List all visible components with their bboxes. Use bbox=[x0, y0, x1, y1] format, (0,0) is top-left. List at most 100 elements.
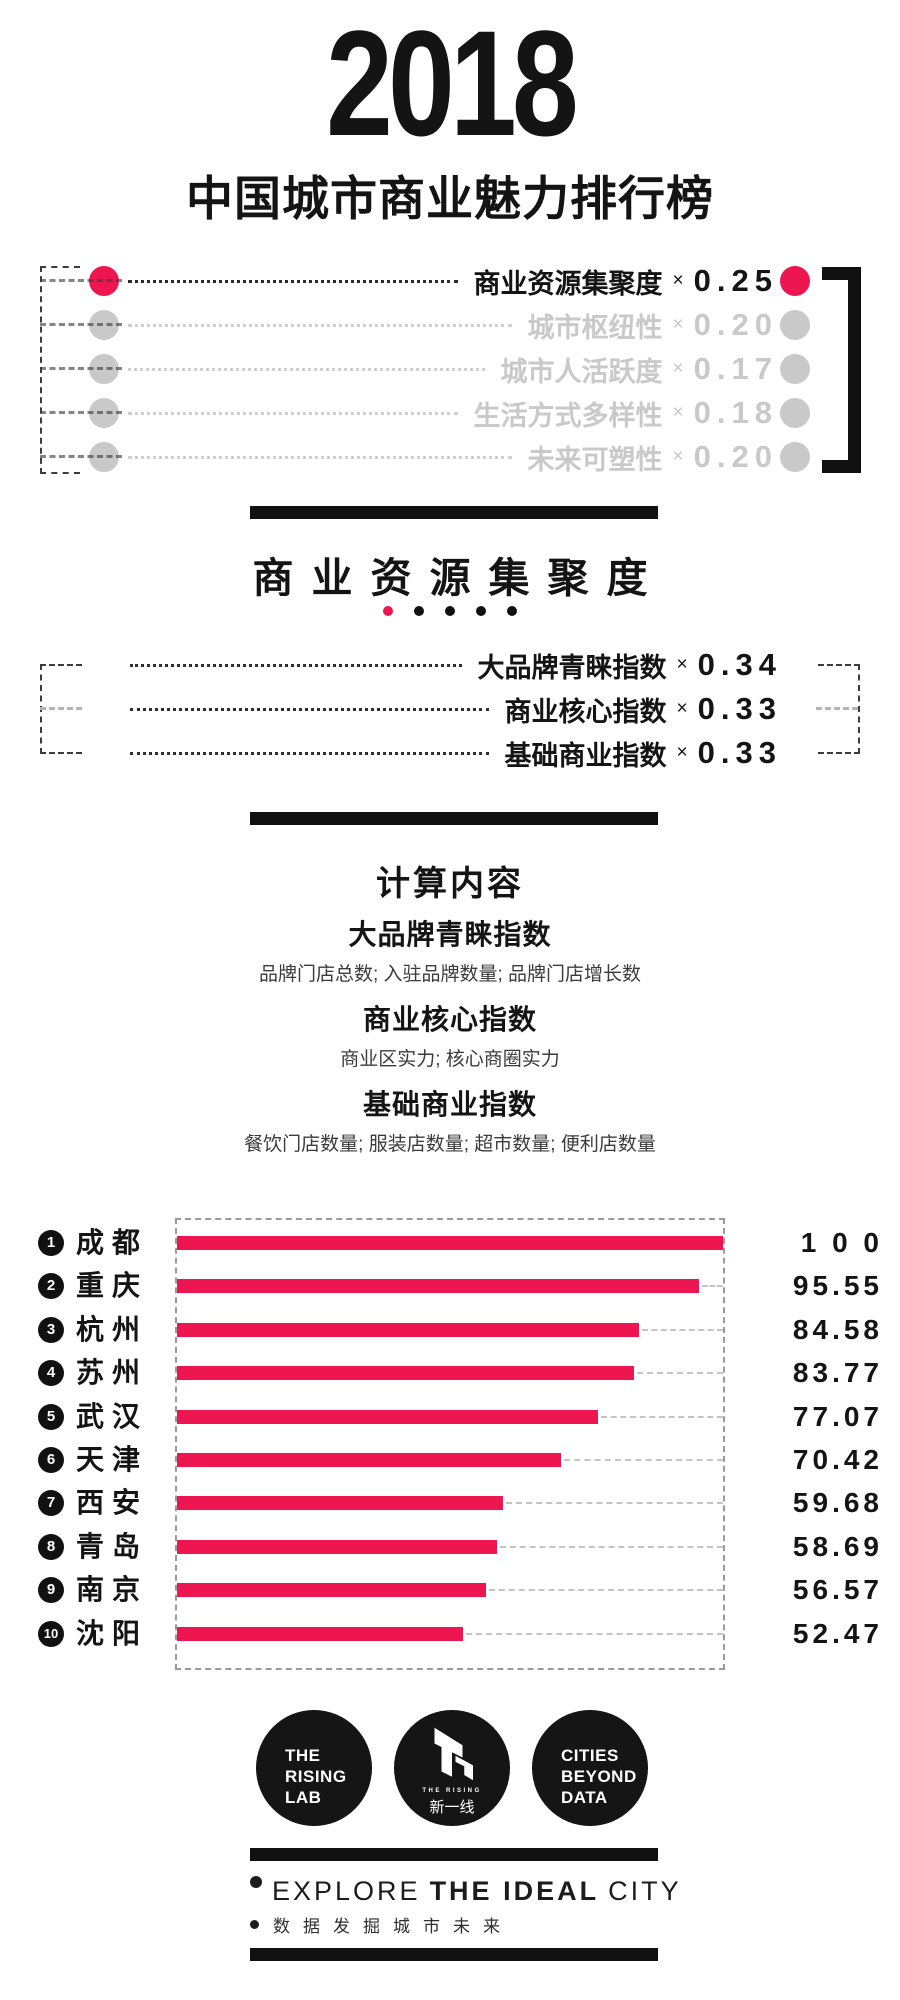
dash-connector bbox=[40, 367, 122, 370]
section-divider-bottom bbox=[250, 812, 658, 825]
dash-connector bbox=[40, 323, 122, 326]
calc-group-name: 商业核心指数 bbox=[362, 1004, 537, 1035]
value-label: 77.07 bbox=[792, 1400, 883, 1432]
calc-group-desc: 餐饮门店数量; 服装店数量; 超市数量; 便利店数量 bbox=[244, 1134, 656, 1155]
page-dot[interactable] bbox=[414, 606, 424, 616]
page-dot[interactable] bbox=[383, 606, 393, 616]
value-bar bbox=[177, 1539, 497, 1554]
subindex-right-dashed-bracket bbox=[818, 664, 860, 754]
city-label: 苏州 bbox=[76, 1357, 149, 1389]
city-label: 沈阳 bbox=[76, 1617, 149, 1649]
chart-row: 4 苏州 83.77 bbox=[0, 1358, 900, 1388]
multiply-sign: × bbox=[672, 446, 684, 467]
cities-beyond-data-text: CITIES BEYOND DATA bbox=[532, 1710, 648, 1808]
weight-label: 生活方式多样性 bbox=[473, 400, 663, 431]
dotted-leader bbox=[130, 707, 489, 711]
dash-connector bbox=[40, 411, 122, 414]
legend-dot-icon bbox=[780, 310, 810, 340]
footer-slogan-cn: 数据发掘城市未来 bbox=[250, 1912, 513, 1936]
chart-row: 3 杭州 84.58 bbox=[0, 1313, 900, 1345]
footer-slogan-en: EXPLORE THE IDEAL CITY bbox=[250, 1874, 682, 1908]
chart-row: 9 南京 56.57 bbox=[0, 1575, 900, 1605]
value-bar bbox=[177, 1453, 561, 1467]
logo-line: BEYOND bbox=[561, 1767, 637, 1786]
rank-badge: 6 bbox=[38, 1447, 64, 1473]
sub-index-rows: 大品牌青睐指数 × 0.34 商业核心指数 × 0.33 基础商业指数 × 0.33 bbox=[0, 643, 900, 775]
multiply-sign: × bbox=[672, 402, 684, 423]
weight-value: 0.17 bbox=[693, 351, 778, 386]
dotted-leader bbox=[128, 323, 512, 327]
city-label: 西安 bbox=[76, 1487, 149, 1519]
rank-badge: 10 bbox=[38, 1620, 64, 1647]
bar-dashed-leader bbox=[637, 1372, 723, 1375]
weight-legend-item[interactable]: 生活方式多样性 × 0.18 bbox=[0, 391, 900, 435]
calc-group-name: 大品牌青睐指数 bbox=[348, 919, 552, 950]
sub-index-label: 基础商业指数 bbox=[504, 740, 667, 771]
calculation-title: 计算内容 bbox=[376, 865, 524, 903]
dotted-leader bbox=[128, 455, 512, 459]
chart-row: 6 天津 70.42 bbox=[0, 1445, 900, 1475]
city-label: 武汉 bbox=[76, 1400, 149, 1432]
bar-dashed-leader bbox=[702, 1285, 723, 1288]
weight-label: 商业资源集聚度 bbox=[473, 268, 663, 299]
value-bar bbox=[177, 1409, 598, 1424]
calc-group-desc: 品牌门店总数; 入驻品牌数量; 品牌门店增长数 bbox=[258, 964, 642, 985]
city-label: 天津 bbox=[76, 1444, 149, 1475]
value-bar bbox=[177, 1496, 503, 1511]
value-label: 1 0 0 bbox=[800, 1227, 883, 1258]
bullet-icon bbox=[250, 1919, 259, 1929]
sub-index-item: 大品牌青睐指数 × 0.34 bbox=[0, 643, 900, 687]
bar-chart: 1 成都 1 0 0 2 重庆 95.55 3 杭州 84.58 4 苏州 83.77 5 武汉 77.07… bbox=[0, 1218, 900, 1678]
sub-index-item: 基础商业指数 × 0.33 bbox=[0, 731, 900, 775]
weights-legend: 商业资源集聚度 × 0.25 城市枢纽性 × 0.20 城市人活跃度 × 0.17 生活方式多样性… bbox=[0, 259, 900, 479]
calc-group-desc: 商业区实力; 核心商圈实力 bbox=[340, 1049, 560, 1070]
city-label: 重庆 bbox=[76, 1270, 149, 1302]
weight-value: 0.18 bbox=[693, 395, 778, 430]
bar-dashed-leader bbox=[489, 1589, 723, 1592]
multiply-sign: × bbox=[676, 654, 688, 675]
weight-legend-item[interactable]: 城市枢纽性 × 0.20 bbox=[0, 303, 900, 347]
logo-line: THE bbox=[285, 1746, 321, 1765]
value-label: 52.47 bbox=[792, 1617, 883, 1649]
page-dot[interactable] bbox=[476, 606, 486, 616]
bar-dashed-leader bbox=[601, 1415, 723, 1418]
city-label: 青岛 bbox=[76, 1530, 149, 1562]
rank-badge: 7 bbox=[38, 1490, 64, 1517]
chart-row: 7 西安 59.68 bbox=[0, 1488, 900, 1518]
sub-index-value: 0.34 bbox=[697, 647, 782, 682]
value-bar bbox=[177, 1236, 723, 1250]
city-label: 成都 bbox=[76, 1227, 149, 1258]
sub-index-value: 0.33 bbox=[697, 691, 782, 726]
bullet-icon bbox=[250, 1876, 262, 1888]
bar-dashed-leader bbox=[642, 1328, 723, 1331]
legend-left-dashed-bracket bbox=[40, 266, 80, 474]
rank-badge: 4 bbox=[38, 1360, 64, 1387]
calc-group-name: 基础商业指数 bbox=[362, 1089, 537, 1120]
dash-connector bbox=[40, 455, 122, 458]
page-year: 2018 bbox=[326, 0, 579, 167]
weight-legend-item[interactable]: 未来可塑性 × 0.20 bbox=[0, 435, 900, 479]
sub-index-value: 0.33 bbox=[697, 735, 782, 770]
chart-row: 10 沈阳 52.47 bbox=[0, 1617, 900, 1649]
legend-right-bracket bbox=[822, 267, 861, 473]
logo-brand-text: 新一线 bbox=[429, 1799, 475, 1816]
chart-plot-border bbox=[175, 1218, 725, 1670]
weight-legend-item[interactable]: 商业资源集聚度 × 0.25 bbox=[0, 259, 900, 303]
value-label: 95.55 bbox=[792, 1270, 883, 1302]
dotted-leader bbox=[130, 663, 462, 667]
rank-badge: 2 bbox=[38, 1273, 64, 1300]
rank-badge: 5 bbox=[38, 1403, 64, 1430]
page-dot[interactable] bbox=[507, 606, 517, 616]
sub-index-item: 商业核心指数 × 0.33 bbox=[0, 687, 900, 731]
page-dot[interactable] bbox=[445, 606, 455, 616]
multiply-sign: × bbox=[676, 742, 688, 763]
slogan-light: EXPLORE bbox=[272, 1875, 421, 1906]
dotted-leader bbox=[130, 751, 489, 755]
value-label: 84.58 bbox=[792, 1313, 883, 1345]
rank-badge: 8 bbox=[38, 1533, 64, 1560]
weight-value: 0.25 bbox=[693, 263, 778, 298]
value-bar bbox=[177, 1279, 699, 1294]
weight-legend-item[interactable]: 城市人活跃度 × 0.17 bbox=[0, 347, 900, 391]
bar-dashed-leader bbox=[564, 1459, 723, 1461]
